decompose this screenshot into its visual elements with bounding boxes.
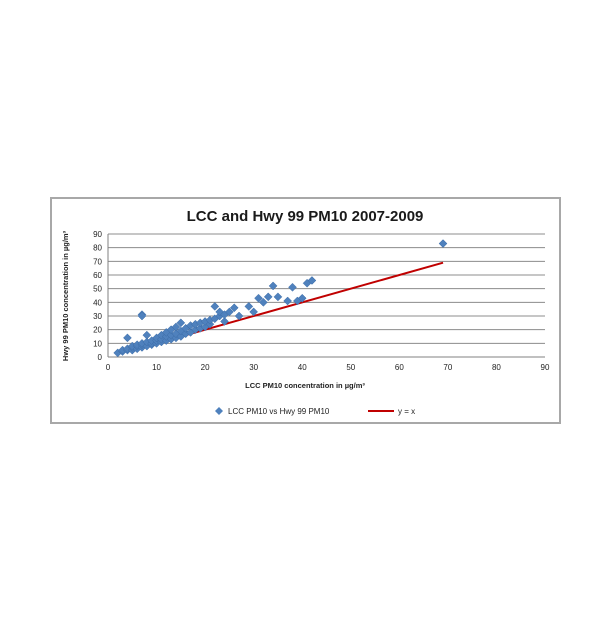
scatter-point (176, 318, 186, 328)
y-tick-label: 90 (93, 230, 102, 239)
scatter-point (438, 239, 448, 248)
y-axis-label: Hwy 99 PM10 concentration in µg/m³ (61, 230, 70, 361)
x-tick-label: 10 (152, 363, 161, 372)
x-tick-label: 30 (249, 363, 258, 372)
scatter-point (229, 303, 239, 313)
scatter-point (259, 297, 268, 307)
x-tick-label: 90 (541, 363, 550, 372)
x-tick-label: 80 (492, 363, 501, 372)
legend-label-scatter: LCC PM10 vs Hwy 99 PM10 (228, 407, 330, 416)
y-tick-label: 70 (93, 257, 102, 266)
x-tick-label: 60 (395, 363, 404, 372)
reference-line (185, 261, 444, 337)
x-tick-label: 0 (106, 363, 111, 372)
scatter-point (268, 281, 278, 291)
x-tick-label: 50 (346, 363, 355, 372)
x-tick-label: 70 (443, 363, 452, 372)
x-axis-ticks: 0 10 20 30 40 50 60 70 80 90 (106, 363, 550, 372)
y-axis-ticks: 0 10 20 30 40 50 60 70 80 90 (93, 230, 102, 362)
scatter-point (220, 317, 229, 326)
scatter-point (249, 307, 259, 317)
y-tick-label: 20 (93, 326, 102, 335)
scatter-point (171, 322, 181, 332)
scatter-point (137, 311, 147, 321)
y-tick-label: 50 (93, 285, 102, 294)
scatter-point (225, 307, 234, 317)
legend-label-line: y = x (398, 407, 415, 416)
x-axis-label: LCC PM10 concentration in µg/m³ (245, 381, 365, 390)
y-tick-label: 40 (93, 298, 102, 307)
scatter-point (283, 296, 293, 306)
scatter-point (254, 293, 263, 303)
scatter-point (123, 333, 132, 343)
chart-frame: LCC and Hwy 99 PM10 2007-2009 0 10 20 30 40 5… (50, 197, 561, 424)
scatter-point (273, 292, 283, 302)
y-tick-label: 10 (93, 339, 102, 348)
x-tick-label: 20 (201, 363, 210, 372)
scatter-points (113, 239, 448, 358)
scatter-point (210, 302, 220, 311)
legend-marker-scatter (215, 407, 223, 415)
y-tick-label: 30 (93, 312, 102, 321)
scatter-point (244, 302, 254, 311)
scatter-point (215, 307, 225, 317)
scatter-point (288, 282, 297, 292)
scatter-chart: LCC and Hwy 99 PM10 2007-2009 0 10 20 30 40 5… (61, 208, 550, 416)
reference-line-series (185, 261, 444, 337)
x-tick-label: 40 (298, 363, 307, 372)
chart-title: LCC and Hwy 99 PM10 2007-2009 (187, 208, 424, 225)
chart-legend: LCC PM10 vs Hwy 99 PM10 y = x (215, 407, 415, 416)
y-tick-label: 80 (93, 244, 102, 253)
y-tick-label: 60 (93, 271, 102, 280)
scatter-point (307, 276, 317, 285)
scatter-point (263, 292, 273, 302)
y-tick-label: 0 (98, 353, 103, 362)
scatter-point (142, 330, 152, 340)
scatter-point (234, 311, 244, 321)
scatter-point (297, 293, 307, 303)
